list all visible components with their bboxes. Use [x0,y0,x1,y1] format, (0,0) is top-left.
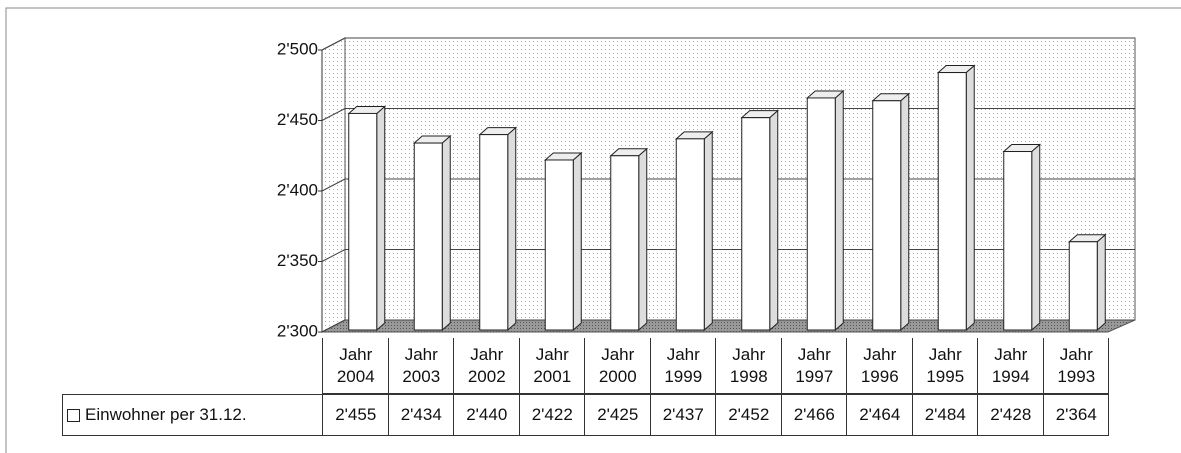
legend-swatch [67,408,80,422]
y-tick-label: 2'500 [277,39,318,58]
x-tick-label: Jahr 1998 [715,338,782,394]
bar-side [1031,143,1041,332]
bar-side [572,151,582,332]
chart-border [5,7,1181,453]
bar-side [1096,233,1106,332]
x-tick-label: Jahr 2002 [453,338,520,394]
x-tick-label: Jahr 2004 [322,338,389,394]
bar [1003,151,1033,331]
bar [937,72,967,331]
data-label: 2'428 [977,394,1044,436]
bar-side [441,134,451,332]
x-tick-label: Jahr 1995 [911,338,978,394]
bar-side [703,130,713,332]
bar [1068,241,1098,331]
y-tick-label: 2'350 [277,251,318,270]
x-tick-label: Jahr 2001 [518,338,585,394]
data-label: 2'466 [780,394,847,436]
x-tick-label: Jahr 2000 [584,338,651,394]
bar [544,159,574,331]
grid-line [321,108,346,121]
data-label: 2'464 [846,394,913,436]
bar-side [834,89,844,332]
data-label: 2'364 [1042,394,1109,436]
bar [479,134,509,331]
bar-side [638,147,648,332]
y-tick-label: 2'400 [277,180,318,199]
x-tick-label: Jahr 1993 [1042,338,1109,394]
y-tick-label: 2'450 [277,110,318,129]
bar [413,142,443,331]
bar-side [900,92,910,332]
table-edge [1108,338,1109,436]
grid-line [321,178,346,192]
bar-side [769,109,779,332]
bar [806,97,836,331]
data-label: 2'425 [584,394,651,436]
x-tick-label: Jahr 1996 [846,338,913,394]
x-tick-label: Jahr 1994 [977,338,1044,394]
x-tick-label: Jahr 1999 [649,338,716,394]
data-label: 2'452 [715,394,782,436]
data-label: 2'455 [322,394,389,436]
bar-side [376,105,386,332]
legend-label: Einwohner per 31.12. [85,405,247,424]
bar [610,155,640,331]
data-label: 2'484 [911,394,978,436]
data-label: 2'422 [518,394,585,436]
bar-side [507,126,517,332]
x-tick-label: Jahr 1997 [780,338,847,394]
x-tick-label: Jahr 2003 [387,338,454,394]
grid-line [321,249,346,262]
grid-line [321,319,346,333]
bar [675,138,705,331]
data-label: 2'434 [387,394,454,436]
bar-side [965,64,975,332]
data-label: 2'440 [453,394,520,436]
bar [348,112,378,331]
y-tick-label: 2'300 [277,321,318,340]
grid-line [321,37,346,51]
data-label: 2'437 [649,394,716,436]
legend-entry: Einwohner per 31.12. [62,394,323,436]
bar [741,117,771,331]
bar [872,100,902,331]
